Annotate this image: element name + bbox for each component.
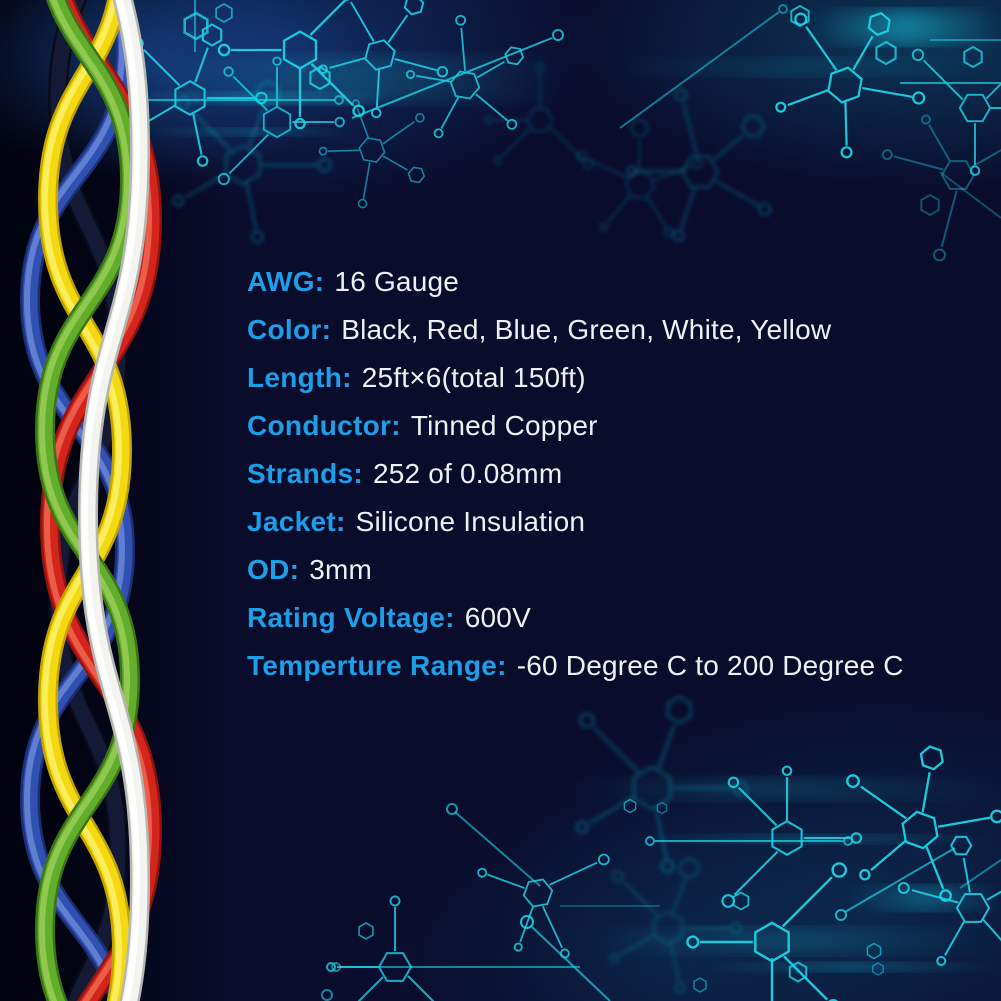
spec-label: Conductor: (247, 410, 401, 441)
spec-label: Temperture Range: (247, 650, 507, 681)
spec-value: 3mm (309, 554, 373, 585)
spec-label: Rating Voltage: (247, 602, 455, 633)
spec-row-od: OD: 3mm (247, 546, 904, 594)
spec-row-color: Color: Black, Red, Blue, Green, White, Y… (247, 306, 904, 354)
spec-list: AWG: 16 Gauge Color: Black, Red, Blue, G… (247, 258, 904, 690)
spec-label: Jacket: (247, 506, 346, 537)
spec-value: 252 of 0.08mm (372, 458, 563, 489)
spec-row-jacket: Jacket: Silicone Insulation (247, 498, 904, 546)
wire-yellow (37, 0, 133, 1001)
hexagon-network (129, 0, 1001, 1001)
spec-value: 25ft×6(total 150ft) (361, 362, 586, 393)
spec-value: 16 Gauge (334, 266, 460, 297)
spec-value: 600V (464, 602, 531, 633)
spec-row-strands: Strands: 252 of 0.08mm (247, 450, 904, 498)
spec-label: Strands: (247, 458, 363, 489)
spec-row-awg: AWG: 16 Gauge (247, 258, 904, 306)
spec-value: Silicone Insulation (355, 506, 586, 537)
spec-label: Color: (247, 314, 332, 345)
spec-label: Length: (247, 362, 352, 393)
spec-row-rating-voltage: Rating Voltage: 600V (247, 594, 904, 642)
spec-value: Black, Red, Blue, Green, White, Yellow (341, 314, 832, 345)
spec-label: OD: (247, 554, 300, 585)
spec-label: AWG: (247, 266, 325, 297)
spec-value: -60 Degree C to 200 Degree C (516, 650, 904, 681)
wire-white (77, 0, 151, 1001)
spec-row-temperature-range: Temperture Range: -60 Degree C to 200 De… (247, 642, 904, 690)
spec-value: Tinned Copper (410, 410, 598, 441)
twisted-wires-illustration (19, 0, 163, 1001)
spec-row-conductor: Conductor: Tinned Copper (247, 402, 904, 450)
spec-row-length: Length: 25ft×6(total 150ft) (247, 354, 904, 402)
